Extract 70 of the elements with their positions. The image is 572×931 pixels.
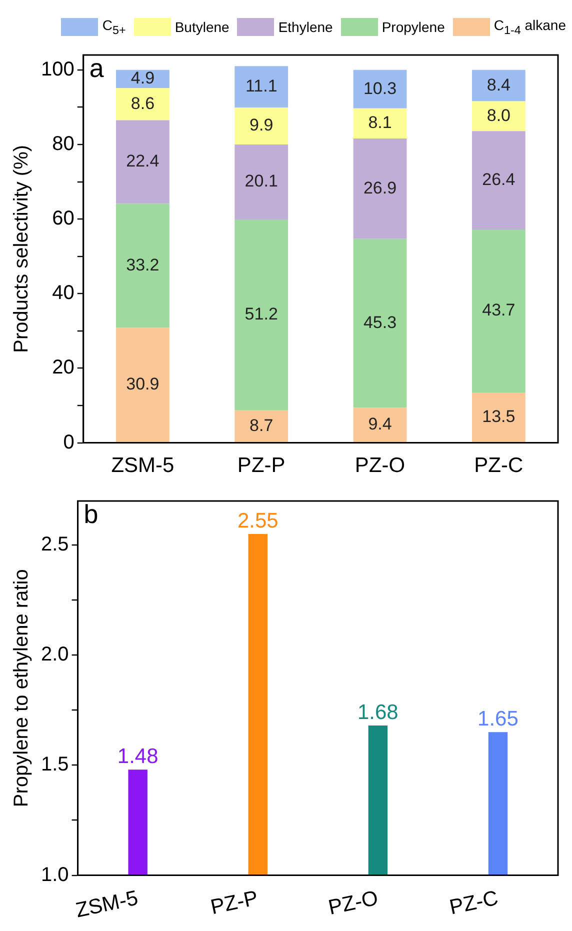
x-tick-label: PZ-O: [354, 454, 406, 478]
data-label: 4.9: [130, 68, 155, 88]
bar: [353, 108, 407, 139]
data-label: 13.5: [482, 407, 516, 426]
data-label: 51.2: [244, 304, 278, 324]
data-label: 30.9: [126, 374, 160, 394]
x-tick-label: ZSM-5: [74, 886, 140, 922]
bar: [234, 219, 288, 410]
y-tick-label: 100: [40, 58, 74, 80]
bar: [472, 392, 526, 442]
data-label: 45.3: [363, 312, 397, 332]
x-tick-label: PZ-O: [326, 886, 380, 920]
data-label: 8.7: [250, 416, 274, 436]
data-label: 10.3: [363, 78, 397, 98]
bar: [353, 70, 407, 108]
x-tick-label: PZ-P: [237, 454, 286, 478]
data-label: 22.4: [126, 152, 160, 171]
x-tick-label: PZ-P: [208, 886, 260, 920]
y-tick-label: 60: [52, 208, 74, 230]
bar: [472, 131, 526, 230]
data-label: 1.48: [117, 744, 158, 768]
data-label: 26.4: [482, 170, 516, 189]
y-tick-label: 1.0: [40, 864, 69, 886]
bar: [353, 408, 407, 442]
y-tick-label: 80: [52, 133, 74, 156]
bar: [116, 328, 170, 442]
x-tick-label: PZ-C: [474, 454, 524, 478]
legend-label: Ethylene: [278, 19, 333, 35]
bar: [234, 410, 288, 442]
legend-label: C$_{1-4}$ alkane: [494, 17, 566, 37]
y-tick-label: 0: [63, 431, 74, 454]
data-label: 43.7: [482, 300, 516, 320]
data-label: 8.0: [486, 106, 510, 125]
annotation: b: [84, 499, 98, 530]
annotation: a: [89, 53, 104, 84]
y-axis-title: Products selectivity (%): [10, 144, 33, 353]
y-tick-label: 2.0: [40, 644, 69, 666]
data-label: 9.9: [250, 116, 274, 135]
y-tick-label: 20: [52, 356, 74, 379]
x-tick-label: ZSM-5: [111, 454, 174, 478]
y-axis-title: Propylene to ethylene ratio: [10, 569, 33, 808]
bar: [116, 120, 170, 204]
bar: [472, 230, 526, 392]
data-label: 11.1: [245, 76, 278, 96]
legend-label: Propylene: [382, 19, 445, 35]
data-label: 8.6: [130, 94, 155, 113]
data-label: 20.1: [244, 172, 278, 191]
data-label: 8.1: [368, 113, 392, 132]
x-tick-label: PZ-C: [448, 886, 500, 920]
bar: [353, 238, 407, 408]
data-label: 1.65: [478, 707, 518, 730]
bar: [116, 204, 170, 328]
bar: [353, 138, 407, 239]
data-label: 33.2: [126, 255, 160, 274]
bar: [472, 70, 526, 102]
data-label: 2.55: [237, 509, 278, 532]
y-tick-label: 40: [52, 282, 74, 304]
y-tick-label: 1.5: [40, 754, 69, 776]
bar: [116, 88, 170, 120]
data-label: 1.68: [357, 700, 398, 724]
legend-label: Butylene: [174, 19, 230, 35]
y-tick-label: 2.5: [40, 534, 69, 556]
bar: [234, 66, 288, 108]
bar: [234, 144, 288, 220]
data-label: 8.4: [486, 75, 510, 94]
data-label: 26.9: [363, 178, 397, 198]
bar: [234, 108, 288, 144]
data-label: 9.4: [368, 414, 392, 434]
legend-label: C$_{5+}$: [102, 17, 126, 37]
bar: [472, 101, 526, 132]
